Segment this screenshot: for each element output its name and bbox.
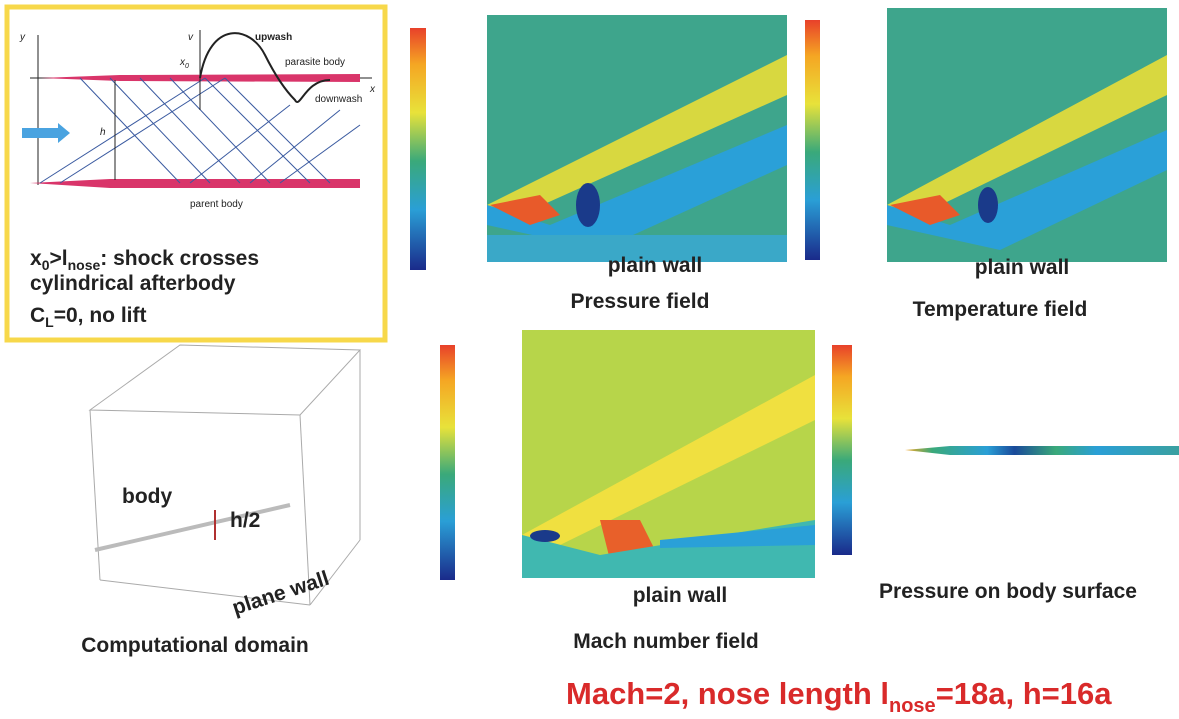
edge [299,414,311,606]
caption: CL=0, no lift [30,304,147,330]
label: downwash [315,94,362,105]
wall-label: plain wall [975,256,1070,279]
label: v [188,32,194,43]
band [522,375,815,545]
edge [89,409,101,581]
label: x0 [179,57,189,70]
flow-arrow [22,123,70,143]
band [490,195,560,225]
caption: x0>lnose: shock crosses [30,247,259,273]
plot-title: Temperature field [913,298,1088,321]
t: >l [49,247,67,270]
box-top [88,344,362,416]
t: =0, no lift [54,304,147,327]
label: h [100,127,106,138]
t: x [30,247,42,270]
band [530,530,560,542]
parent-body [30,179,360,188]
label: parent body [190,199,243,210]
t: =18a, h=16a [936,676,1113,711]
mach-plot: plain wall Mach number field [440,330,815,653]
band [887,55,1167,215]
band [978,187,998,223]
label: parasite body [285,57,345,68]
label: plane wall [229,567,332,620]
body [94,503,291,552]
t: nose [68,257,101,273]
band [576,183,600,227]
pressure-plot: plain wall Pressure field [410,15,787,313]
body-surface [905,446,1179,455]
caption: cylindrical afterbody [30,272,236,295]
t: : shock crosses [100,247,259,270]
domain [88,344,362,606]
t: 0 [42,257,50,273]
wall-label: plain wall [633,584,728,607]
shock-lines [39,77,361,184]
wall-label: plain wall [608,254,703,277]
band [660,525,815,548]
edge [309,539,361,606]
label: body [122,485,172,508]
colorbar [410,28,426,270]
plot-title: Computational domain [81,634,309,657]
colorbar [832,345,852,555]
label: upwash [255,32,292,43]
band [487,125,787,250]
band [487,55,787,215]
schematic: y x v x0 upwash parasite body downwash h… [4,4,388,343]
temperature-plot: plain wall Temperature field [805,8,1167,321]
wash-curve [199,32,331,103]
t: Mach=2, nose length l [566,676,889,711]
colorbar [805,20,820,260]
band [890,195,960,225]
label: h/2 [230,509,260,532]
t: x [179,57,186,68]
band [487,235,787,262]
edge [99,579,311,606]
band [887,130,1167,250]
plot-title: Pressure on body surface [879,580,1137,603]
t: L [45,314,54,330]
label: y [19,32,26,43]
t: C [30,304,45,327]
footer: Mach=2, nose length lnose=18a, h=16a [566,676,1112,717]
surface-plot: Pressure on body surface [832,345,1179,603]
t: 0 [185,63,189,70]
frame [4,4,388,343]
plot-title: Pressure field [571,290,710,313]
plot-title: Mach number field [573,630,759,653]
t: nose [889,695,936,717]
label: x [369,84,376,95]
colorbar [440,345,455,580]
